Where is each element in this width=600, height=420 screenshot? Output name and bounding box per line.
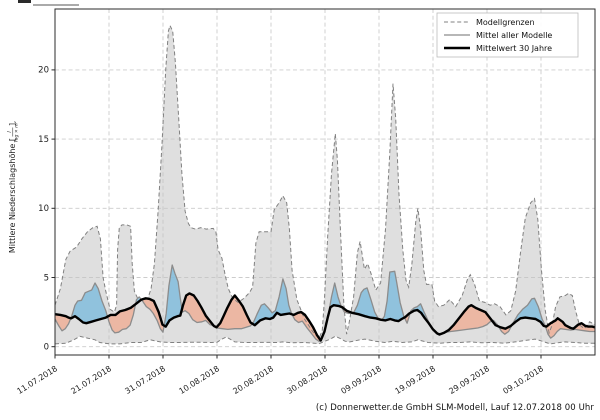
above-normal-fill: [70, 283, 108, 324]
y-tick-label: 0: [44, 342, 49, 352]
legend-label: Mittelwert 30 Jahre: [476, 44, 552, 53]
x-tick-label: 31.07.2018: [123, 364, 167, 396]
x-tick-label: 20.08.2018: [231, 364, 275, 396]
below-normal-fill: [292, 312, 321, 342]
x-tick-label: 30.08.2018: [285, 364, 329, 396]
mean-30y-line: [54, 292, 596, 342]
above-normal-fill: [352, 288, 379, 320]
screen-edge-artifact: [18, 0, 79, 6]
below-normal-fill: [444, 305, 493, 333]
y-axis-label: Mittlere Niederschlagshöhe [ l Tag × m²]: [7, 121, 19, 253]
x-tick-label: 11.07.2018: [15, 364, 59, 396]
y-axis: 0 5 10 15 20: [38, 66, 55, 352]
model-range-band: [55, 25, 595, 344]
lower-model-bound-line: [54, 335, 595, 345]
below-normal-fill: [182, 293, 253, 330]
below-normal-fill: [55, 314, 71, 331]
x-axis: 11.07.2018 21.07.2018 31.07.2018 10.08.2018…: [15, 355, 545, 396]
x-tick-label: 21.07.2018: [69, 364, 113, 396]
y-axis-label-text: Mittlere Niederschlagshöhe [: [8, 138, 17, 253]
below-normal-fill: [107, 304, 136, 333]
y-tick-label: 10: [38, 204, 49, 214]
above-normal-fill: [381, 271, 405, 322]
y-axis-unit-denominator: Tag × m²: [14, 121, 20, 142]
model-mean-line: [54, 264, 595, 343]
above-normal-fill: [323, 284, 342, 334]
legend-label: Modellgrenzen: [476, 18, 535, 27]
x-tick-label: 19.09.2018: [393, 364, 437, 396]
y-tick-label: 15: [38, 135, 49, 145]
legend-label: Mittel aller Modelle: [476, 31, 552, 40]
x-tick-label: 10.08.2018: [177, 364, 221, 396]
y-axis-unit-numerator: l: [7, 131, 13, 133]
legend: Modellgrenzen Mittel aller Modelle Mittelw…: [436, 12, 579, 58]
y-tick-label: 20: [38, 66, 49, 76]
y-axis-label-bracket: ]: [8, 123, 17, 126]
x-tick-label: 09.09.2018: [339, 364, 383, 396]
x-tick-label: 09.10.2018: [501, 364, 545, 396]
x-tick-label: 29.09.2018: [447, 364, 491, 396]
y-tick-label: 5: [44, 273, 49, 283]
copyright-caption: (c) Donnerwetter.de GmbH SLM-Modell, Lau…: [315, 403, 594, 413]
